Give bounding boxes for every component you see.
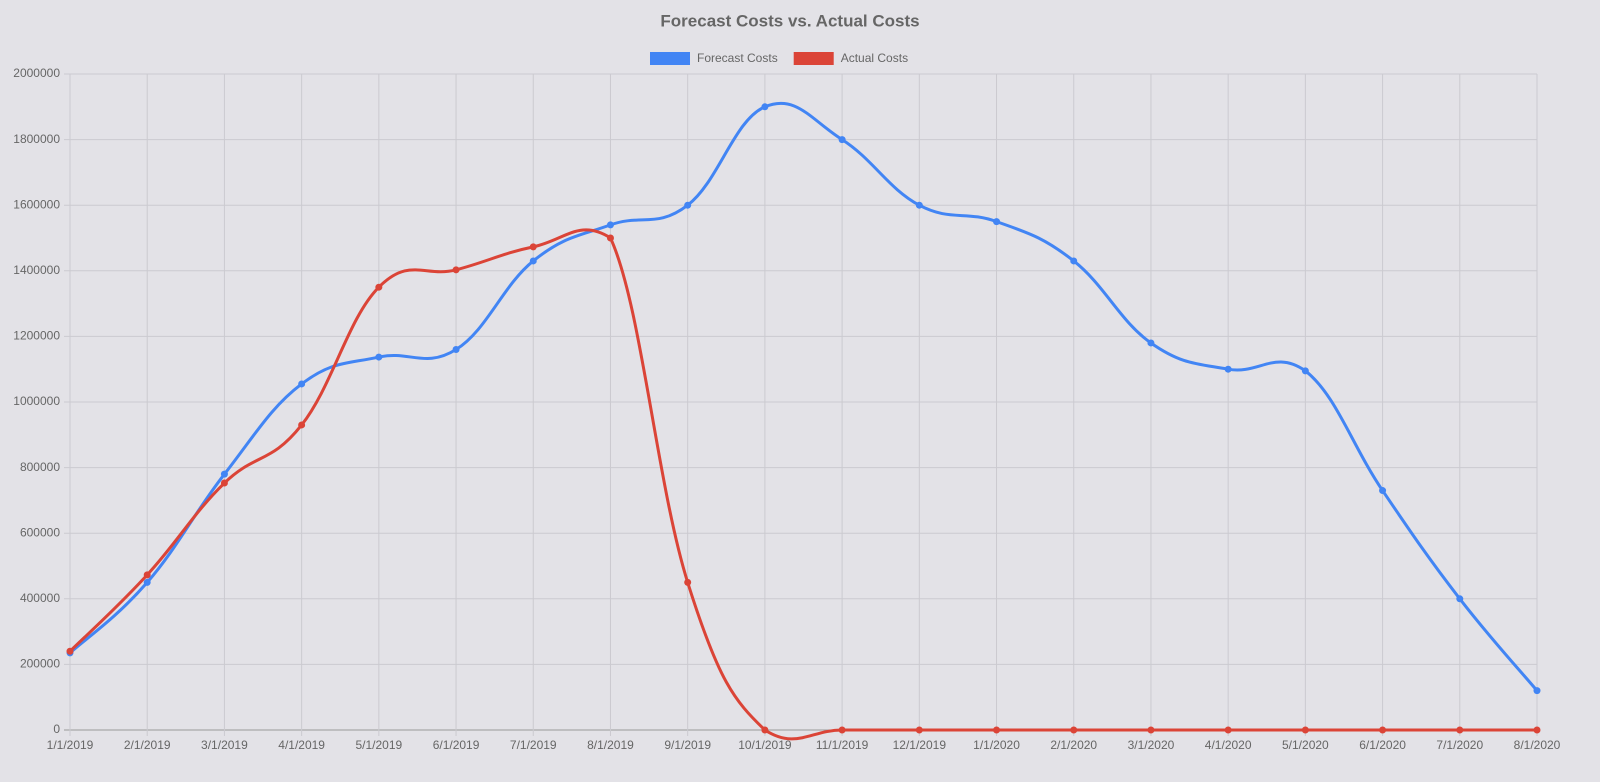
x-tick-label: 9/1/2019 (664, 738, 711, 752)
data-point (1379, 487, 1387, 495)
y-tick-label: 800000 (20, 460, 60, 474)
data-point (606, 234, 614, 242)
x-tick-label: 3/1/2020 (1128, 738, 1175, 752)
data-point (529, 257, 537, 265)
x-tick-label: 7/1/2020 (1436, 738, 1483, 752)
x-tick-label: 4/1/2019 (278, 738, 325, 752)
x-tick-label: 10/1/2019 (738, 738, 792, 752)
data-point (684, 201, 692, 209)
series-line (68, 228, 1537, 741)
x-tick-label: 7/1/2019 (510, 738, 557, 752)
data-point (1456, 726, 1464, 734)
data-point (1070, 257, 1078, 265)
x-tick-label: 2/1/2019 (124, 738, 171, 752)
y-tick-label: 0 (53, 722, 60, 736)
data-point (220, 470, 228, 478)
data-point (375, 283, 383, 291)
x-tick-label: 3/1/2019 (201, 738, 248, 752)
data-point (66, 647, 74, 655)
x-tick-label: 12/1/2019 (893, 738, 947, 752)
data-point (375, 353, 383, 361)
data-point (838, 726, 846, 734)
x-tick-label: 1/1/2019 (47, 738, 94, 752)
y-tick-label: 600000 (20, 525, 60, 539)
x-tick-label: 6/1/2020 (1359, 738, 1406, 752)
legend-label[interactable]: Forecast Costs (697, 51, 778, 65)
y-tick-label: 1400000 (13, 263, 60, 277)
data-point (1147, 339, 1155, 347)
series-line (68, 101, 1539, 692)
data-point (993, 726, 1001, 734)
x-tick-label: 5/1/2020 (1282, 738, 1329, 752)
y-tick-label: 2000000 (13, 66, 60, 80)
y-tick-label: 400000 (20, 591, 60, 605)
data-point (1070, 726, 1078, 734)
data-point (1147, 726, 1155, 734)
data-point (915, 726, 923, 734)
data-point (761, 103, 769, 111)
data-point (452, 266, 460, 274)
data-point (684, 578, 692, 586)
data-point (1301, 726, 1309, 734)
legend-swatch (793, 52, 834, 65)
data-point (1533, 726, 1541, 734)
data-point (298, 421, 306, 429)
y-tick-label: 1600000 (13, 197, 60, 211)
legend-swatch (650, 52, 690, 65)
data-point (1533, 687, 1541, 695)
data-point (606, 221, 614, 229)
y-tick-label: 1000000 (13, 394, 60, 408)
data-point (1224, 365, 1232, 373)
data-point (761, 726, 769, 734)
x-tick-label: 1/1/2020 (973, 738, 1020, 752)
data-point (993, 218, 1001, 226)
x-tick-label: 5/1/2019 (355, 738, 402, 752)
data-point (1224, 726, 1232, 734)
data-point (529, 243, 537, 251)
data-point (915, 201, 923, 209)
data-point (1301, 367, 1309, 375)
y-tick-label: 200000 (20, 657, 60, 671)
chart-title: Forecast Costs vs. Actual Costs (660, 11, 919, 30)
data-point (452, 346, 460, 354)
data-point (1456, 595, 1464, 603)
y-tick-label: 1200000 (13, 329, 60, 343)
x-tick-label: 4/1/2020 (1205, 738, 1252, 752)
x-tick-label: 8/1/2020 (1514, 738, 1561, 752)
x-tick-label: 8/1/2019 (587, 738, 634, 752)
legend-label[interactable]: Actual Costs (841, 51, 908, 65)
data-point (143, 571, 151, 579)
data-point (220, 479, 228, 487)
data-point (143, 578, 151, 586)
y-tick-label: 1800000 (13, 132, 60, 146)
data-point (298, 380, 306, 388)
x-tick-label: 11/1/2019 (816, 738, 869, 752)
data-point (838, 136, 846, 144)
x-tick-label: 2/1/2020 (1050, 738, 1097, 752)
x-tick-label: 6/1/2019 (433, 738, 480, 752)
data-point (1379, 726, 1387, 734)
